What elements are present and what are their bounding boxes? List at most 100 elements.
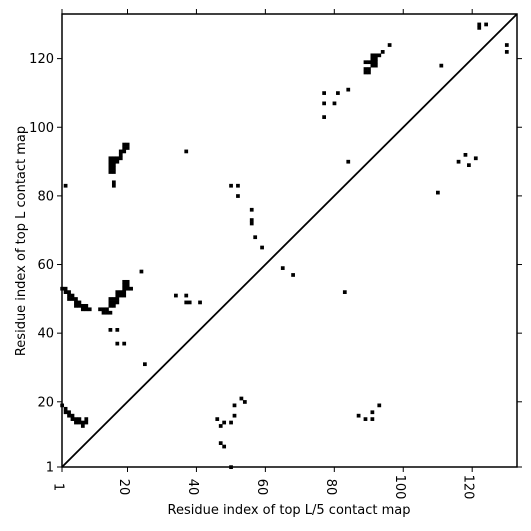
contact-point: [363, 60, 368, 65]
x-tick-label: 1: [51, 483, 66, 491]
contact-point: [118, 152, 123, 157]
contact-point: [77, 420, 82, 425]
contact-point: [198, 300, 202, 305]
contact-point: [232, 413, 237, 418]
contact-point: [370, 63, 375, 68]
y-tick-label: 40: [37, 327, 54, 342]
contact-point: [342, 290, 347, 294]
y-tick-label: 100: [29, 121, 54, 136]
contact-point: [111, 159, 116, 164]
contact-point: [125, 146, 130, 150]
contact-point: [125, 279, 130, 284]
contact-point: [477, 26, 482, 30]
contact-point: [222, 444, 227, 449]
contact-point: [139, 269, 144, 274]
contact-point: [373, 56, 378, 61]
contact-point: [67, 410, 71, 415]
contact-point: [232, 403, 237, 408]
contact-point: [363, 67, 368, 71]
contact-point: [122, 146, 127, 150]
contact-point: [260, 245, 264, 250]
contact-point: [118, 149, 123, 154]
contact-point: [222, 420, 227, 425]
contact-point: [115, 297, 120, 301]
contact-point: [236, 194, 240, 198]
contact-point: [504, 50, 509, 54]
y-tick-label: 60: [37, 258, 54, 273]
contact-point: [122, 279, 127, 284]
contact-point: [387, 43, 392, 47]
y-tick-label: 20: [37, 395, 54, 410]
contact-point: [74, 417, 78, 421]
contact-point: [122, 293, 127, 298]
contact-point: [84, 307, 89, 312]
contact-point: [80, 420, 85, 425]
contact-point: [253, 235, 258, 240]
contact-point: [84, 417, 89, 421]
x-tick-label: 40: [185, 479, 200, 496]
contact-point: [63, 183, 68, 188]
contact-point: [473, 156, 478, 161]
contact-point: [74, 300, 78, 305]
contact-point: [215, 417, 220, 421]
contact-point: [463, 152, 468, 157]
x-tick-label: 100: [392, 475, 407, 500]
contact-point: [74, 303, 78, 308]
contact-point: [370, 60, 375, 65]
contact-point: [367, 67, 371, 71]
contact-point: [377, 403, 382, 408]
contact-point: [80, 303, 85, 308]
contact-point: [122, 286, 127, 291]
contact-point: [63, 410, 68, 415]
contact-point: [101, 307, 106, 312]
contact-point: [108, 328, 113, 332]
contact-point: [111, 300, 116, 305]
contact-point: [63, 286, 68, 291]
contact-point: [236, 183, 240, 188]
contact-point: [249, 221, 254, 226]
contact-point: [108, 166, 113, 171]
contact-point: [111, 303, 116, 308]
contact-point: [77, 417, 82, 421]
contact-point: [108, 297, 113, 301]
contact-point: [125, 283, 130, 288]
contact-point: [484, 22, 488, 27]
contact-point: [122, 142, 127, 147]
contact-point: [504, 43, 509, 47]
plot-area: [60, 13, 518, 470]
contact-point: [356, 413, 361, 418]
x-tick-label: 20: [116, 479, 131, 496]
contact-point: [122, 341, 127, 346]
contact-point: [115, 293, 120, 298]
y-tick-label: 120: [29, 52, 54, 67]
contact-point: [370, 53, 375, 58]
contact-point: [370, 410, 375, 415]
contact-point: [373, 60, 378, 65]
contact-point: [249, 218, 254, 222]
contact-point: [108, 170, 113, 174]
contact-point: [184, 149, 189, 154]
contact-point: [74, 420, 78, 425]
contact-point: [280, 266, 285, 270]
contact-point: [108, 156, 113, 161]
contact-point: [129, 286, 133, 291]
contact-point: [363, 417, 368, 421]
contact-point: [174, 293, 178, 298]
contact-point: [67, 290, 71, 294]
contact-point: [105, 310, 109, 315]
contact-point: [118, 156, 123, 161]
contact-point: [332, 101, 337, 106]
contact-point: [115, 300, 120, 305]
contact-point: [84, 420, 89, 425]
plot-frame: [61, 13, 518, 468]
contact-point: [111, 170, 116, 174]
contact-point: [370, 417, 375, 421]
contact-point: [70, 297, 75, 301]
contact-point: [370, 56, 375, 61]
contact-point: [291, 273, 295, 277]
contact-point: [108, 300, 113, 305]
contact-point: [84, 303, 89, 308]
contact-point: [115, 328, 120, 332]
